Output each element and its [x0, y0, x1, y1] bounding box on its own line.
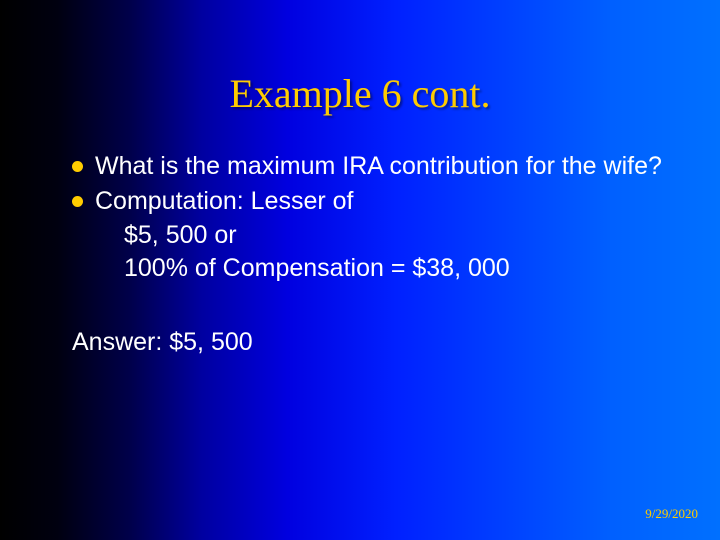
- bullet-icon: [72, 161, 83, 172]
- answer-line: Answer: $5, 500: [72, 326, 670, 359]
- slide: Example 6 cont. What is the maximum IRA …: [0, 0, 720, 540]
- bullet-text: What is the maximum IRA contribution for…: [95, 150, 670, 183]
- bullet-item: What is the maximum IRA contribution for…: [72, 150, 670, 183]
- sub-line: 100% of Compensation = $38, 000: [72, 252, 670, 285]
- bullet-icon: [72, 196, 83, 207]
- slide-body: What is the maximum IRA contribution for…: [72, 150, 670, 359]
- slide-title: Example 6 cont.: [0, 70, 720, 117]
- footer-date: 9/29/2020: [645, 506, 698, 522]
- sub-line: $5, 500 or: [72, 219, 670, 252]
- bullet-item: Computation: Lesser of: [72, 185, 670, 218]
- bullet-text: Computation: Lesser of: [95, 185, 670, 218]
